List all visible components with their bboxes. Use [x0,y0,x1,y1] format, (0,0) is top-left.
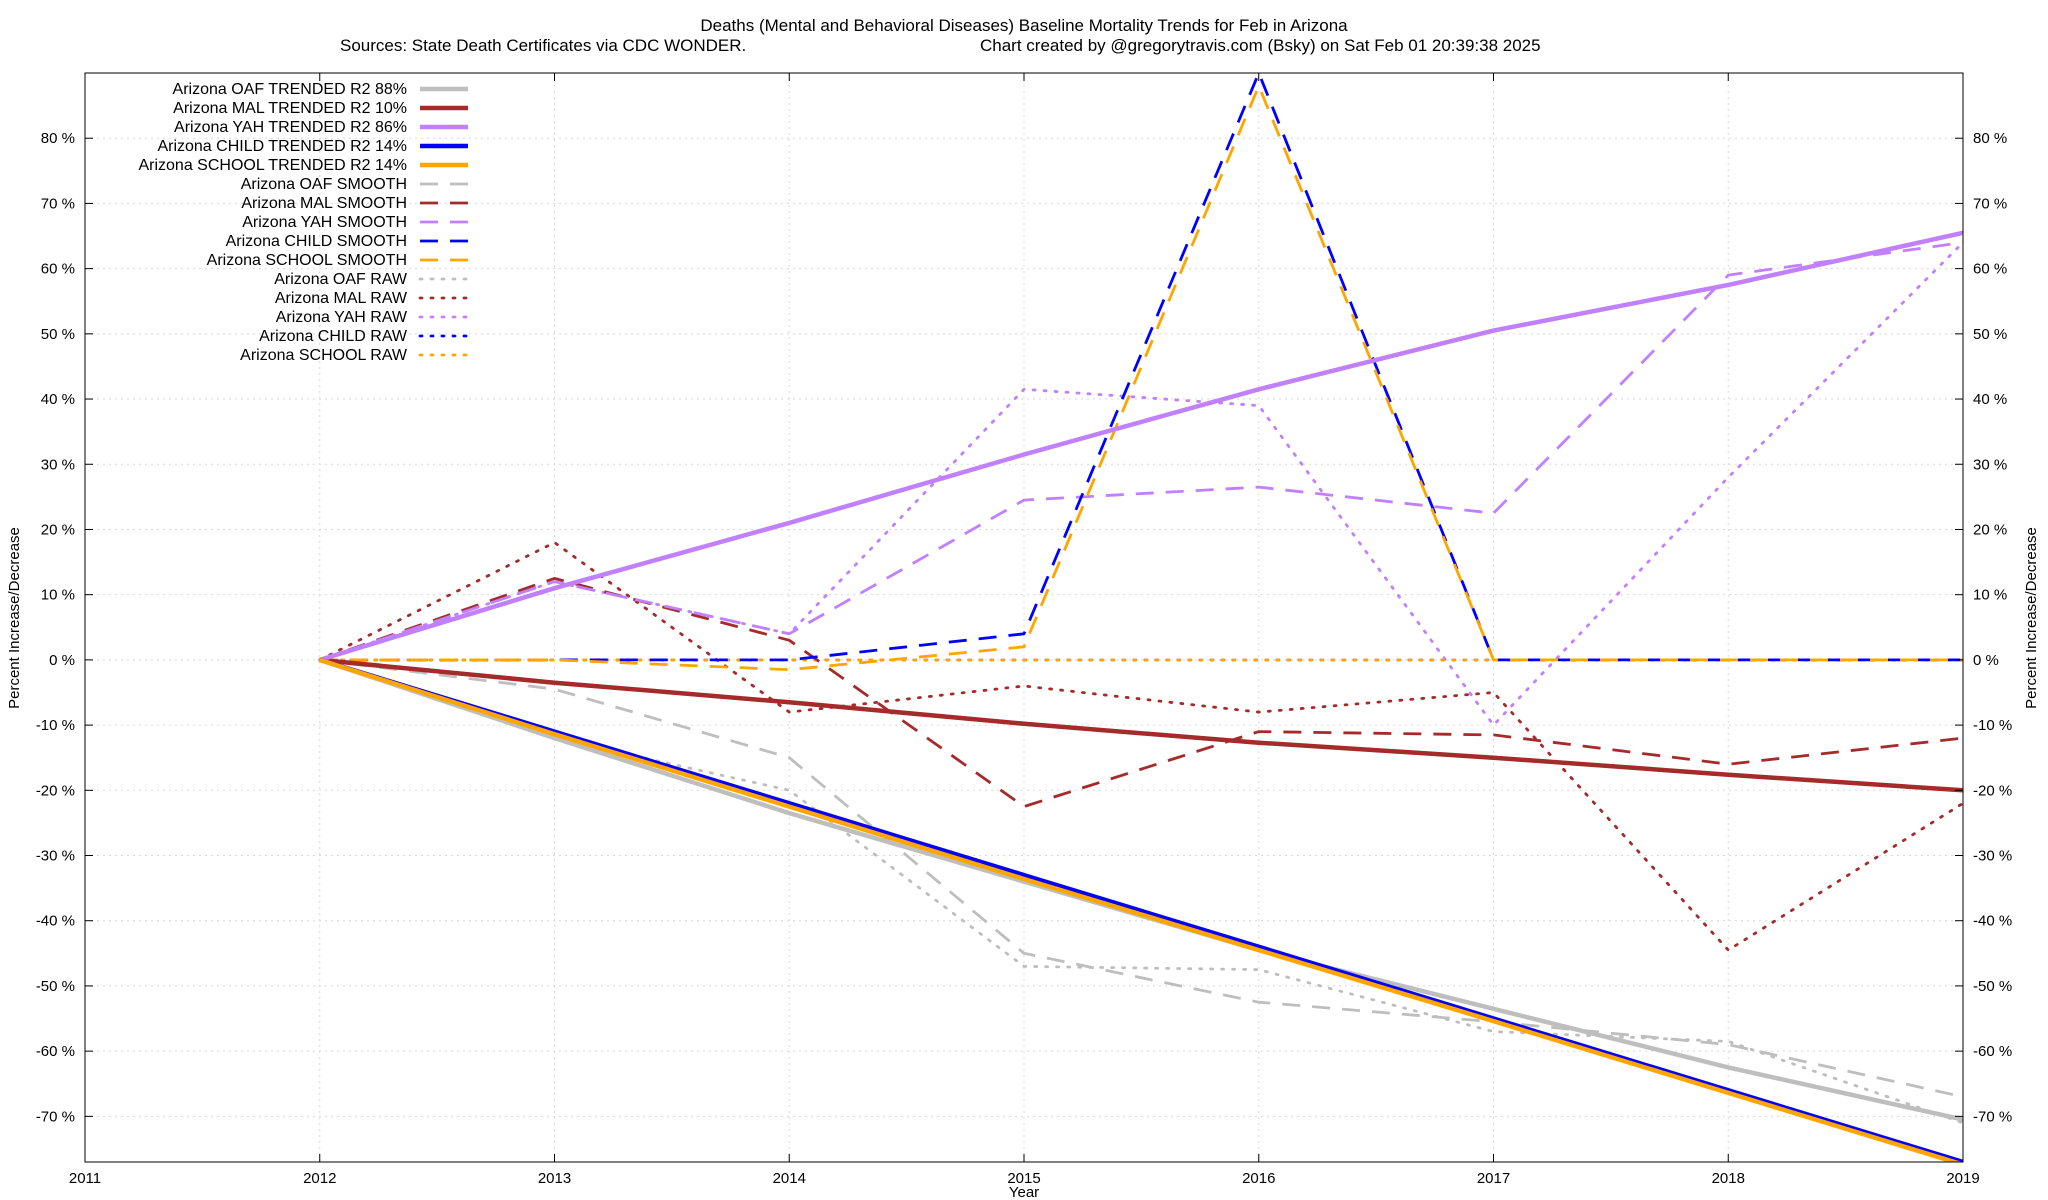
y-tick-label-left: -40 % [36,913,75,930]
legend-label-2: Arizona YAH TRENDED R2 86% [174,119,407,136]
y-tick-label-right: -10 % [1973,717,2012,734]
legend-label-6: Arizona MAL SMOOTH [241,195,407,212]
y-axis-label-right: Percent Increase/Decrease [2023,527,2040,709]
series-line-7 [319,241,1963,662]
y-tick-label-right: -50 % [1973,978,2012,995]
series-line-9 [319,84,1963,672]
y-tick-label-left: -60 % [36,1043,75,1060]
legend-label-13: Arizona CHILD RAW [259,328,408,345]
y-tick-label-left: 40 % [41,391,75,408]
series-line-6 [319,577,1963,808]
y-tick-label-right: 30 % [1973,456,2007,473]
y-tick-label-right: 10 % [1973,587,2007,604]
series-line-5 [319,658,1963,1099]
y-tick-label-right: -40 % [1973,913,2012,930]
legend-label-1: Arizona MAL TRENDED R2 10% [173,100,407,117]
axes: 2011 2012 2013 2014 2015 2016 2017 2018 2019 -70 … [36,73,2012,1187]
y-tick-label-left: 20 % [41,521,75,538]
grid [85,73,1963,1162]
y-tick-label-left: 70 % [41,195,75,212]
y-tick-label-right: -60 % [1973,1043,2012,1060]
y-tick-label-right: -20 % [1973,782,2012,799]
x-tick-label: 2015 [1007,1170,1040,1187]
legend-label-11: Arizona MAL RAW [275,290,408,307]
y-tick-label-left: 10 % [41,587,75,604]
series-line-12 [318,241,1963,727]
x-tick-label: 2013 [538,1170,571,1187]
series-line-11 [318,541,1963,952]
x-tick-label: 2012 [303,1170,336,1187]
legend-label-9: Arizona SCHOOL SMOOTH [207,252,407,269]
series-line-1 [319,657,1963,793]
legend-label-5: Arizona OAF SMOOTH [241,176,407,193]
legend-label-12: Arizona YAH RAW [276,309,408,326]
legend-label-10: Arizona OAF RAW [274,271,408,288]
y-tick-label-left: 50 % [41,326,75,343]
x-tick-label: 2019 [1946,1170,1979,1187]
y-tick-label-left: -70 % [36,1108,75,1125]
x-tick-label: 2016 [1242,1170,1275,1187]
y-tick-label-right: 0 % [1973,652,1999,669]
y-tick-label-left: 30 % [41,456,75,473]
legend-label-8: Arizona CHILD SMOOTH [226,233,407,250]
legend-label-7: Arizona YAH SMOOTH [242,214,407,231]
y-tick-label-right: 50 % [1973,326,2007,343]
y-tick-label-left: -10 % [36,717,75,734]
y-tick-label-left: -20 % [36,782,75,799]
series-line-8 [319,73,1963,662]
series-line-3 [319,657,1963,1162]
legend: Arizona OAF TRENDED R2 88% Arizona MAL TR… [138,81,470,364]
y-tick-label-right: -30 % [1973,848,2012,865]
x-tick-label: 2011 [69,1170,101,1187]
x-tick-label: 2017 [1477,1170,1510,1187]
y-tick-label-right: 80 % [1973,130,2007,147]
series-line-2 [319,230,1963,663]
legend-label-0: Arizona OAF TRENDED R2 88% [173,81,407,98]
series-group [318,73,1963,1162]
y-tick-label-left: -30 % [36,848,75,865]
y-tick-label-right: 70 % [1973,195,2007,212]
y-tick-label-left: 60 % [41,261,75,278]
x-axis-label: Year [1009,1184,1039,1200]
y-axis-label-left: Percent Increase/Decrease [6,527,23,709]
chart-title: Deaths (Mental and Behavioral Diseases) … [700,16,1348,35]
series-line-10 [318,658,1963,1125]
y-tick-label-right: -70 % [1973,1108,2012,1125]
y-tick-label-right: 40 % [1973,391,2007,408]
chart-subtitle-sources: Sources: State Death Certificates via CD… [340,36,746,55]
y-tick-label-right: 20 % [1973,521,2007,538]
chart-subtitle-credit: Chart created by @gregorytravis.com (Bsk… [980,36,1541,55]
legend-label-4: Arizona SCHOOL TRENDED R2 14% [138,157,407,174]
legend-label-14: Arizona SCHOOL RAW [240,347,408,364]
legend-label-3: Arizona CHILD TRENDED R2 14% [157,138,407,155]
x-tick-label: 2014 [773,1170,806,1187]
y-tick-label-left: -50 % [36,978,75,995]
y-tick-label-right: 60 % [1973,261,2007,278]
y-tick-label-left: 0 % [49,652,75,669]
y-tick-label-left: 80 % [41,130,75,147]
series-line-4 [319,657,1963,1162]
x-tick-label: 2018 [1712,1170,1745,1187]
